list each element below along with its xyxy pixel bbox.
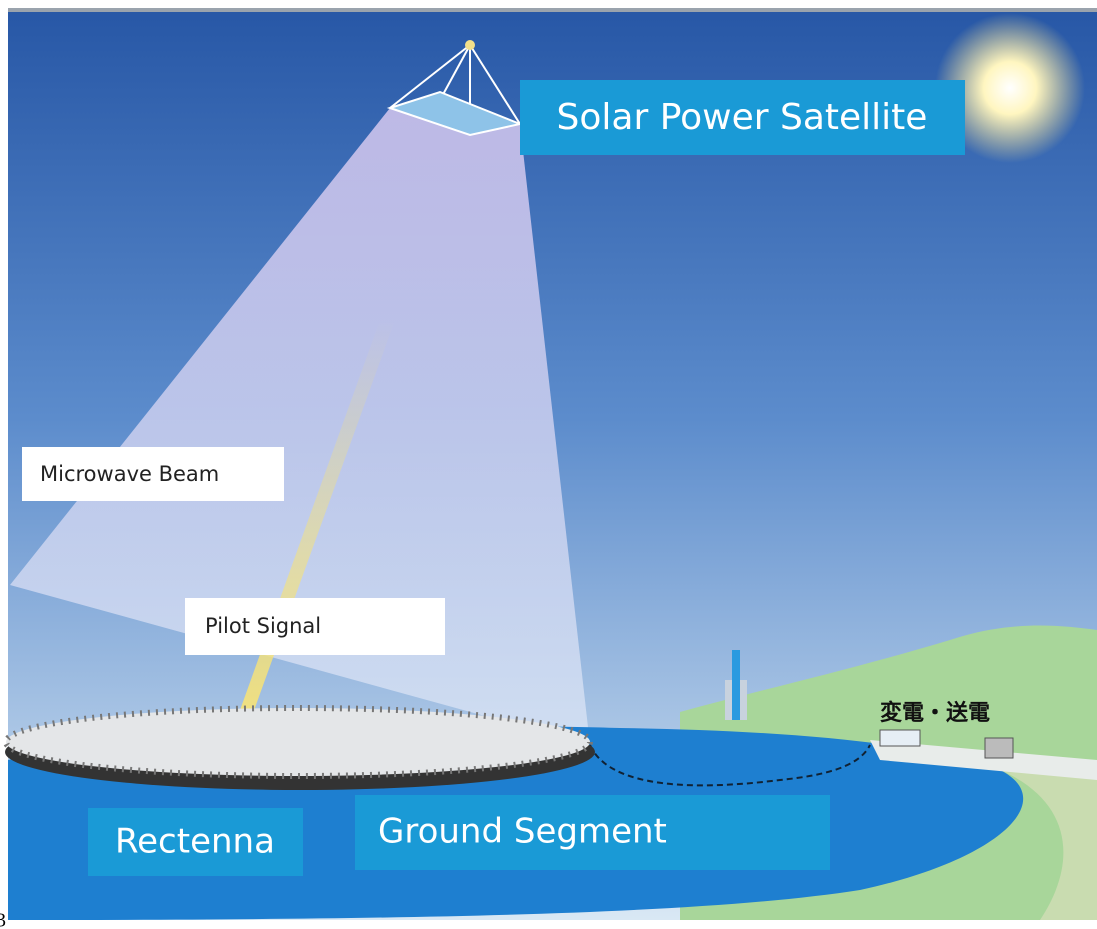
substation-unit bbox=[985, 738, 1013, 758]
label: Microwave Beam bbox=[40, 462, 219, 486]
label: Pilot Signal bbox=[205, 614, 321, 638]
label: Rectenna bbox=[115, 822, 275, 862]
satellite-apex bbox=[465, 40, 475, 50]
title-label: Solar Power Satellite bbox=[557, 97, 928, 138]
top-border bbox=[8, 8, 1097, 12]
label: Ground Segment bbox=[378, 812, 667, 852]
substation-building bbox=[880, 730, 920, 746]
label: 変電・送電 bbox=[880, 700, 990, 726]
tower bbox=[732, 650, 740, 720]
figure-number: 3 bbox=[0, 910, 6, 929]
illustration: Solar Power Satellite Microwave Beam Pil… bbox=[0, 0, 1097, 929]
